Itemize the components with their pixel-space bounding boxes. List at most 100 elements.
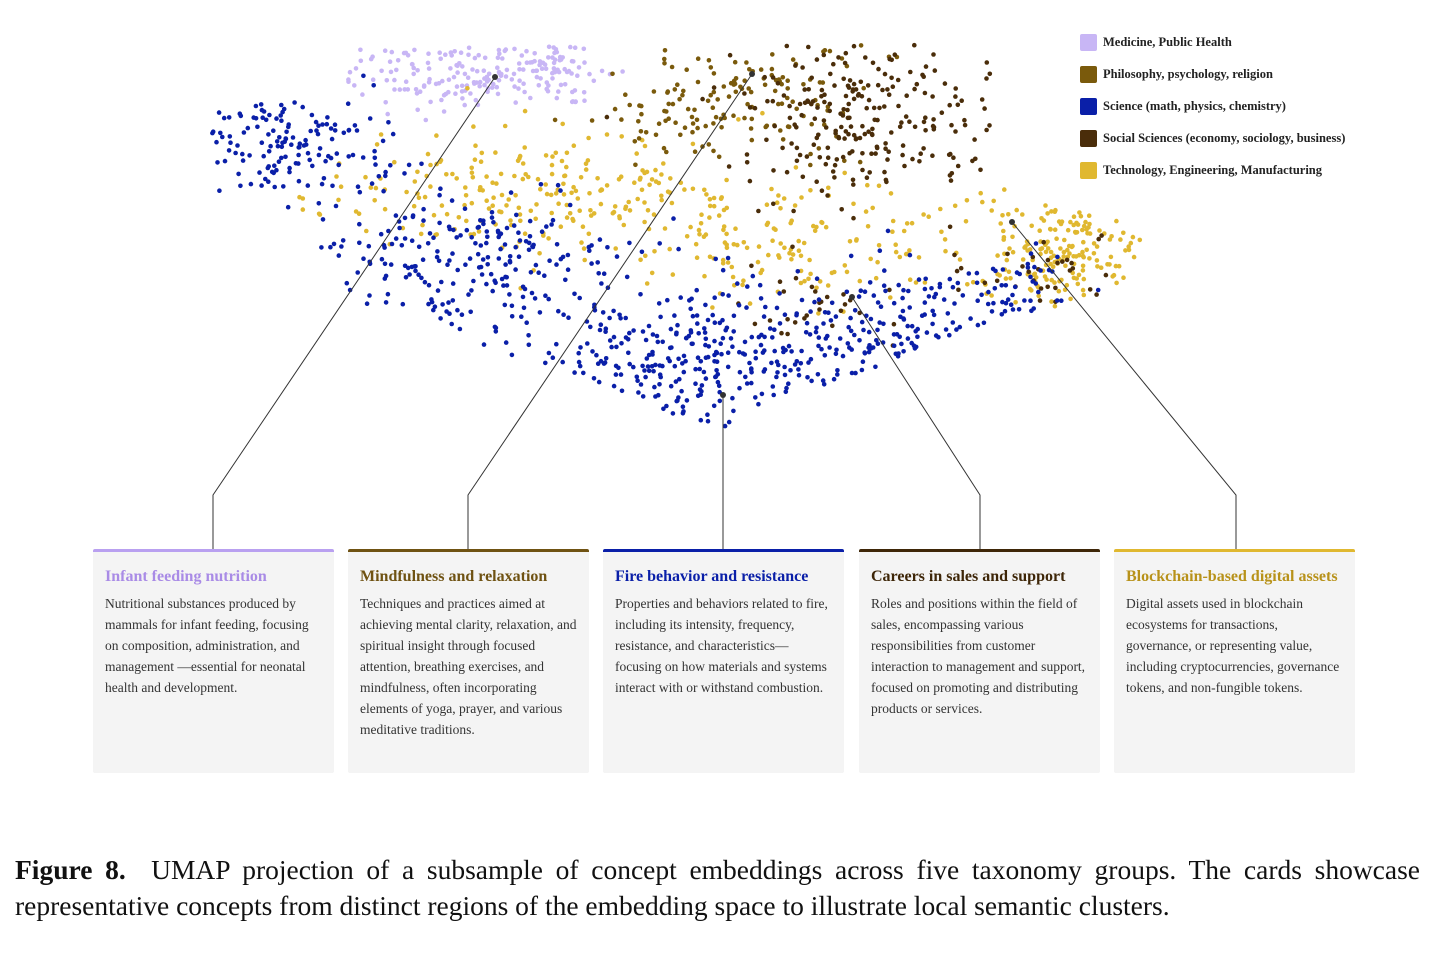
scatter-point (809, 284, 815, 290)
scatter-point (402, 236, 408, 241)
scatter-point (415, 191, 420, 196)
scatter-point (353, 66, 359, 71)
scatter-point (731, 113, 736, 118)
scatter-point (1044, 277, 1049, 282)
scatter-point (1020, 264, 1025, 269)
scatter-point (492, 278, 498, 284)
scatter-point (313, 119, 319, 125)
scatter-point (857, 278, 863, 284)
scatter-point (287, 169, 292, 175)
scatter-point (624, 274, 630, 280)
scatter-point (569, 99, 575, 105)
scatter-point (434, 254, 440, 260)
scatter-point (825, 193, 830, 198)
scatter-point (519, 314, 524, 320)
scatter-point (682, 125, 688, 130)
scatter-point (962, 122, 968, 128)
scatter-point (711, 85, 717, 90)
scatter-point (1081, 254, 1086, 260)
scatter-point (856, 91, 861, 97)
scatter-point (646, 368, 652, 374)
scatter-point (643, 253, 648, 259)
scatter-point (512, 84, 517, 89)
scatter-point (651, 89, 657, 94)
scatter-point (634, 374, 640, 380)
scatter-point (781, 289, 787, 294)
scatter-point (877, 320, 882, 325)
scatter-point (1076, 272, 1082, 278)
scatter-point (609, 344, 614, 350)
concept-card-sales-careers: Careers in sales and support Roles and p… (859, 549, 1100, 773)
scatter-point (741, 240, 747, 245)
scatter-point (1031, 272, 1037, 278)
scatter-point (575, 73, 580, 78)
scatter-point (833, 130, 838, 136)
scatter-point (888, 295, 893, 300)
scatter-point (731, 329, 736, 334)
scatter-point (507, 253, 513, 259)
scatter-point (737, 385, 742, 391)
scatter-point (266, 179, 271, 184)
scatter-point (1087, 256, 1092, 261)
scatter-point (725, 350, 731, 356)
scatter-point (449, 321, 455, 327)
scatter-point (551, 45, 556, 50)
scatter-point (552, 117, 558, 123)
scatter-point (889, 57, 894, 63)
scatter-point (383, 169, 388, 175)
scatter-point (809, 121, 814, 127)
scatter-point (706, 344, 712, 349)
scatter-point (821, 382, 827, 387)
scatter-point (450, 281, 456, 286)
scatter-point (626, 350, 631, 356)
scatter-point (462, 206, 468, 211)
scatter-point (808, 356, 814, 362)
scatter-point (871, 293, 877, 298)
scatter-point (809, 101, 814, 107)
scatter-point (712, 359, 717, 364)
scatter-point (332, 128, 338, 133)
scatter-point (1045, 211, 1050, 216)
scatter-point (729, 264, 735, 270)
scatter-point (857, 310, 862, 316)
scatter-point (496, 78, 502, 83)
scatter-point (457, 326, 463, 332)
scatter-point (614, 344, 619, 350)
scatter-point (316, 201, 322, 206)
scatter-point (806, 360, 811, 365)
scatter-point (776, 193, 781, 198)
scatter-point (923, 276, 928, 282)
scatter-point (1126, 244, 1131, 249)
legend-item-medicine: Medicine, Public Health (1080, 26, 1345, 58)
scatter-point (556, 308, 561, 314)
scatter-point (799, 348, 804, 354)
scatter-point (266, 132, 271, 137)
scatter-point (597, 237, 603, 242)
scatter-point (766, 252, 771, 258)
card-description: Techniques and practices aimed at achiev… (360, 596, 577, 737)
scatter-point (796, 248, 802, 253)
scatter-point (516, 230, 521, 235)
scatter-point (537, 251, 542, 256)
scatter-point (498, 171, 504, 177)
scatter-point (315, 131, 321, 137)
scatter-point (210, 130, 215, 136)
scatter-point (656, 301, 662, 306)
scatter-point (459, 312, 465, 318)
scatter-point (395, 58, 401, 63)
scatter-point (1037, 228, 1042, 233)
scatter-point (402, 215, 408, 221)
scatter-point (504, 283, 510, 288)
scatter-point (642, 143, 648, 149)
scatter-point (380, 138, 386, 144)
scatter-point (1048, 255, 1054, 260)
scatter-point (694, 117, 700, 123)
scatter-point (336, 253, 342, 258)
scatter-point (690, 141, 696, 147)
scatter-point (1003, 300, 1009, 306)
scatter-point (692, 107, 697, 113)
scatter-point (561, 312, 566, 318)
scatter-point (402, 87, 408, 92)
scatter-point (520, 176, 526, 182)
scatter-point (382, 245, 387, 250)
